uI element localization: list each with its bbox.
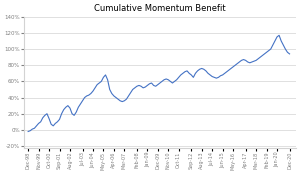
- Title: Cumulative Momentum Benefit: Cumulative Momentum Benefit: [94, 4, 226, 13]
